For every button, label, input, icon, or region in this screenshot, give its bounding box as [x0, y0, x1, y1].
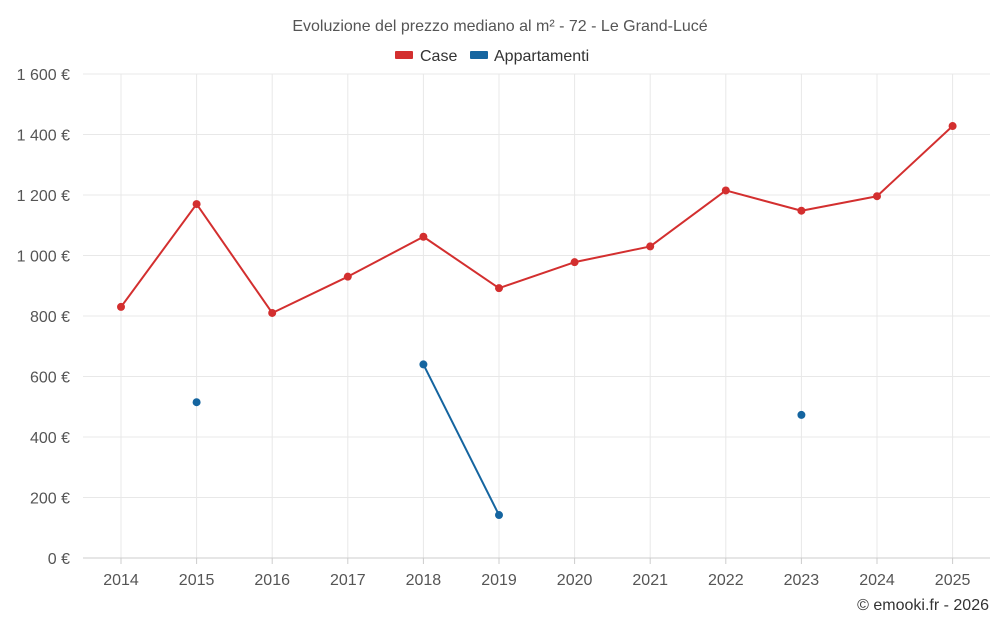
data-point-case-2022[interactable] [721, 186, 730, 195]
legend-label-case: Case [420, 48, 457, 65]
legend-swatch-case [395, 51, 413, 59]
data-point-case-2025[interactable] [948, 122, 957, 131]
data-point-case-2023[interactable] [797, 206, 806, 215]
y-tick-label: 400 € [30, 430, 70, 447]
legend-swatch-appartamenti [470, 51, 488, 59]
chart-title: Evoluzione del prezzo mediano al m² - 72… [292, 18, 707, 35]
legend-item-appartamenti[interactable]: Appartamenti [470, 48, 589, 65]
data-point-appartamenti-2019[interactable] [495, 511, 503, 520]
data-point-case-2016[interactable] [268, 308, 277, 317]
x-tick-label: 2017 [330, 572, 366, 589]
x-tick-label: 2025 [935, 572, 971, 589]
x-tick-label: 2024 [859, 572, 895, 589]
data-point-case-2018[interactable] [419, 232, 428, 241]
legend-item-case[interactable]: Case [395, 48, 457, 65]
data-point-case-2021[interactable] [646, 242, 655, 251]
x-tick-label: 2018 [406, 572, 442, 589]
x-tick-label: 2022 [708, 572, 744, 589]
x-tick-label: 2023 [784, 572, 820, 589]
x-tick-label: 2020 [557, 572, 593, 589]
series-line-case [120, 125, 954, 314]
y-tick-label: 1 000 € [17, 249, 70, 266]
y-tick-label: 0 € [48, 551, 70, 568]
y-tick-label: 1 600 € [17, 67, 70, 84]
data-point-case-2014[interactable] [117, 302, 125, 311]
data-point-case-2017[interactable] [343, 272, 352, 281]
legend-label-appartamenti: Appartamenti [494, 48, 589, 65]
x-tick-label: 2021 [632, 572, 668, 589]
y-tick-label: 1 400 € [17, 128, 70, 145]
y-tick-label: 1 200 € [17, 188, 70, 205]
grid [83, 73, 990, 558]
x-tick-label: 2019 [481, 572, 517, 589]
y-tick-label: 800 € [30, 309, 70, 326]
x-tick-label: 2014 [103, 572, 139, 589]
data-point-appartamenti-2023[interactable] [797, 410, 806, 419]
data-point-case-2020[interactable] [570, 258, 579, 267]
series-appartamenti [192, 360, 806, 520]
data-point-appartamenti-2018[interactable] [419, 360, 428, 369]
x-tick-label: 2016 [254, 572, 290, 589]
y-tick-label: 200 € [30, 491, 70, 508]
data-point-case-2019[interactable] [495, 284, 503, 293]
legend: Case Appartamenti [395, 48, 589, 65]
credit-text: © emooki.fr - 2026 [857, 597, 989, 614]
y-tick-label: 600 € [30, 370, 70, 387]
data-point-appartamenti-2015[interactable] [192, 398, 201, 407]
x-tick-label: 2015 [179, 572, 215, 589]
data-point-case-2015[interactable] [192, 200, 201, 209]
series-line-appartamenti [422, 363, 500, 517]
axes: 0 € 200 € 400 € 600 € 800 € 1 000 € 1 200 € 1 4… [17, 67, 990, 589]
data-point-case-2024[interactable] [873, 192, 881, 201]
series-case [117, 122, 957, 317]
series [117, 122, 957, 520]
